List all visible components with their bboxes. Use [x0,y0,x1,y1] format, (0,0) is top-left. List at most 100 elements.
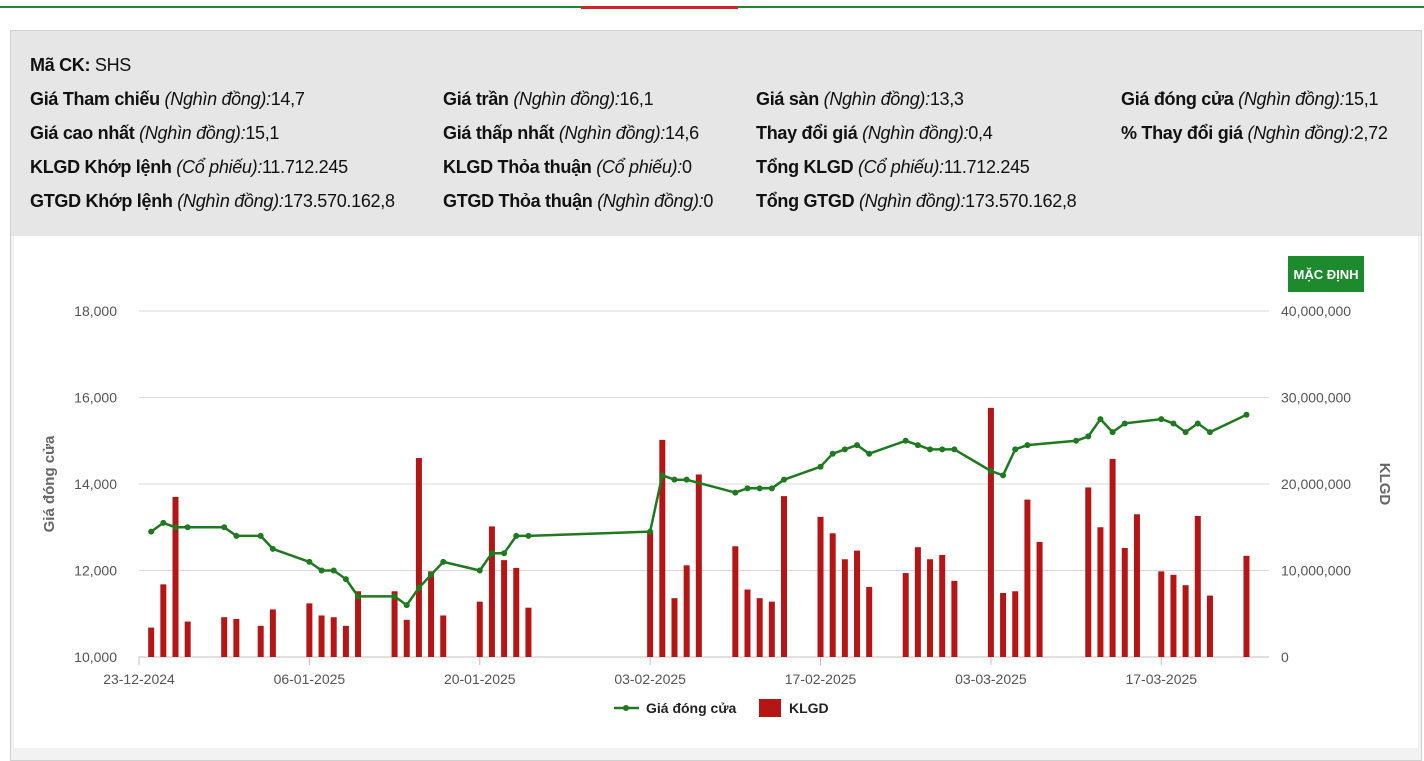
volume-bar [148,627,155,657]
info-field-unit: (Nghìn đồng): [1238,89,1345,109]
info-field-unit: (Nghìn đồng): [177,191,284,211]
volume-bar [355,591,362,657]
volume-bar [501,560,508,657]
price-point [1109,429,1116,436]
volume-bar [732,546,739,657]
info-field-value: 14,6 [664,123,699,143]
info-field: Giá sàn (Nghìn đồng):13,3 [756,89,964,110]
ma-ck-value: SHS [94,55,132,75]
volume-bar [269,609,276,657]
volume-bar [866,586,873,657]
price-point [221,524,228,531]
volume-bar [1121,548,1128,657]
legend-bar-swatch [759,699,781,717]
price-point [1243,411,1250,418]
price-point [160,519,167,526]
info-field-value: 16,1 [619,89,654,109]
price-point [841,446,848,453]
price-point [306,558,313,565]
price-point [513,532,520,539]
volume-bar [440,615,447,657]
price-point [1182,429,1189,436]
price-point [257,532,264,539]
info-field-value: 13,3 [929,89,964,109]
price-point [428,571,435,578]
info-field-label: GTGD Khớp lệnh [30,191,173,211]
price-point [330,567,337,574]
left-axis-title: Giá đóng cửa [41,435,58,532]
x-tick-label: 17-03-2025 [1125,671,1197,687]
price-volume-chart: 10,000 12,000 14,000 16,000 18,000 0 10,000,00… [41,303,1393,717]
volume-bar [854,550,861,657]
volume-bar [318,615,325,657]
volume-bar [1036,541,1043,657]
x-tick-label: 23-12-2024 [103,671,175,687]
volume-bar [415,458,422,657]
volume-bar [927,559,934,657]
info-field: KLGD Khớp lệnh (Cổ phiếu):11.712.245 [30,157,348,178]
price-point [172,524,179,531]
price-point [148,528,155,535]
info-field-label: Giá thấp nhất [443,123,555,143]
right-tick-label: 40,000,000 [1281,303,1351,319]
price-point [1121,420,1128,427]
volume-bar [330,617,337,657]
price-point [951,446,958,453]
x-tick-label: 20-01-2025 [444,671,516,687]
volume-bar [1024,499,1031,657]
info-field-value: 173.570.162,8 [965,191,1077,211]
price-point [781,476,788,483]
info-field: Giá đóng cửa (Nghìn đồng):15,1 [1121,89,1378,110]
info-field: GTGD Thỏa thuận (Nghìn đồng):0 [443,191,713,212]
price-point [318,567,325,574]
left-tick-label: 12,000 [74,563,117,579]
right-tick-label: 10,000,000 [1281,563,1351,579]
volume-bar [476,601,483,657]
info-field: Giá trần (Nghìn đồng):16,1 [443,89,654,110]
volume-bar [1085,487,1092,657]
price-point [939,446,946,453]
volume-bar [1194,516,1201,657]
info-field: % Thay đổi giá (Nghìn đồng):2,72 [1121,123,1388,144]
volume-bar [1206,595,1213,657]
stock-panel: Mã CK: SHS Giá Tham chiếu (Nghìn đồng):1… [10,30,1422,761]
volume-bar [306,603,313,657]
price-point [817,463,824,470]
price-point [391,593,398,600]
volume-bar [160,584,167,657]
x-tick-label: 03-02-2025 [614,671,686,687]
info-field-label: Giá sàn [756,89,819,109]
volume-bar [403,619,410,657]
default-view-button[interactable]: MẶC ĐỊNH [1288,256,1364,292]
info-field-unit: (Nghìn đồng): [858,191,966,211]
info-field-value: 0 [703,191,714,211]
volume-bar [902,573,909,657]
chart-area: MẶC ĐỊNH 10,000 12,000 14,000 16,000 18,000 0… [14,236,1418,748]
stock-info: Mã CK: SHS Giá Tham chiếu (Nghìn đồng):1… [11,31,1421,236]
volume-bar [817,516,824,657]
volume-bar [1012,591,1019,657]
volume-bar [257,625,264,657]
volume-bar [233,618,240,657]
volume-bar [939,554,946,657]
price-point [1000,472,1007,479]
info-field: Tổng GTGD (Nghìn đồng):173.570.162,8 [756,191,1077,212]
volume-bar [342,625,349,657]
price-point [768,485,775,492]
legend-line-marker [623,705,629,711]
info-field-label: Giá trần [443,89,509,109]
info-field-value: 14,7 [270,89,305,109]
price-point [902,437,909,444]
volume-bar [525,607,532,657]
price-point [914,442,921,449]
volume-bar [671,598,678,657]
price-point [744,485,751,492]
info-field-label: Giá cao nhất [30,123,135,143]
volume-bar [695,474,702,657]
price-point [671,476,678,483]
info-field-value: 15,1 [245,123,280,143]
legend-volume-label: KLGD [789,700,829,716]
info-field-value: 15,1 [1344,89,1379,109]
price-point [440,558,447,565]
volume-bar [1133,514,1140,657]
